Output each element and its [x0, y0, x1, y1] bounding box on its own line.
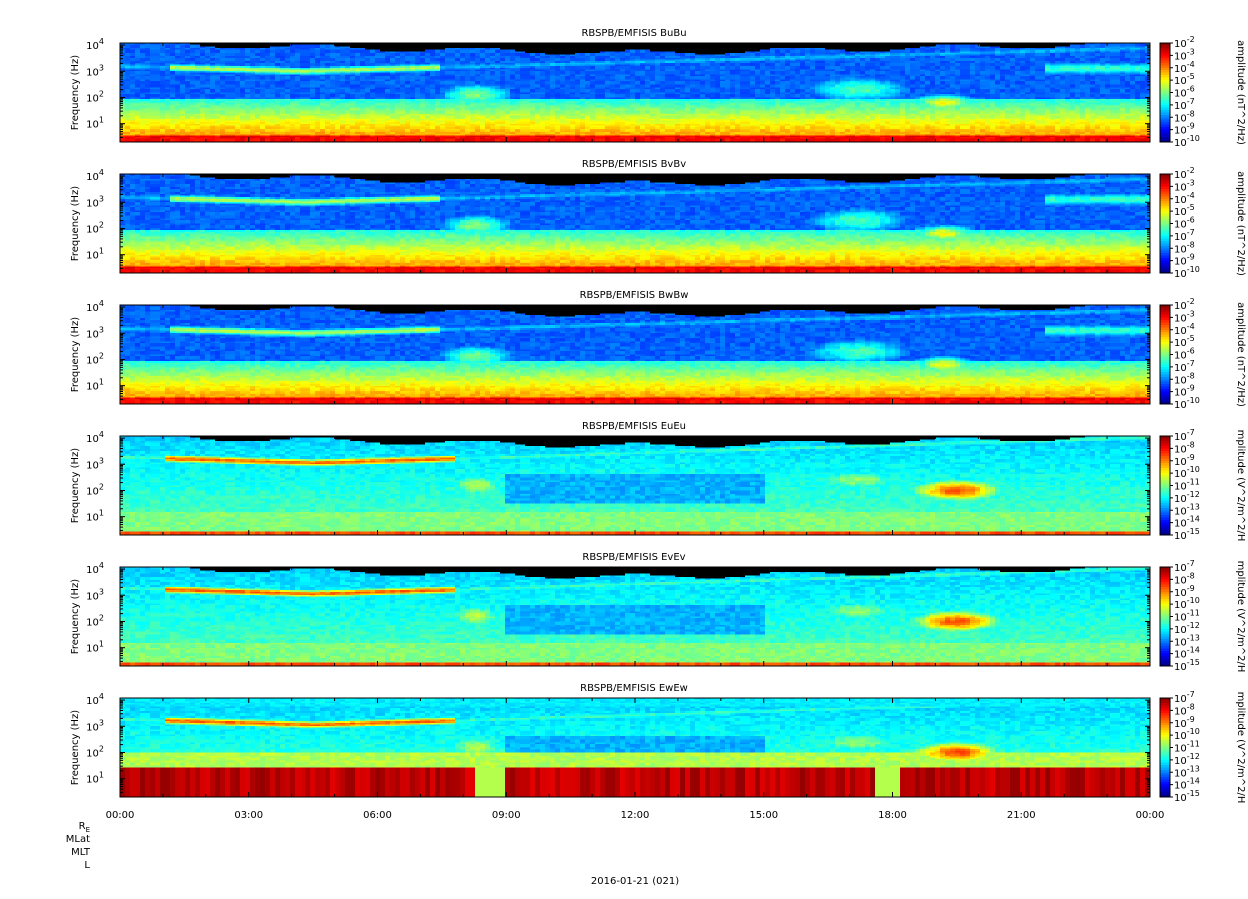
- y-tick-label: 101: [86, 509, 104, 524]
- heatmap-cells: [120, 43, 1151, 143]
- colorbar: [1160, 305, 1170, 405]
- colorbar: [1160, 567, 1170, 667]
- date-label: 2016-01-21 (021): [591, 876, 679, 887]
- x-axis: 00:00 03:00 06:00 09:00 12:00 15:00 18:00 21:00…: [106, 810, 1165, 821]
- y-tick-label: 103: [86, 63, 104, 78]
- y-tick-label: 101: [86, 771, 104, 786]
- ephemeris-label: RE: [79, 821, 90, 834]
- colorbar-label: mplitude (V^2/m^2/H: [1235, 430, 1246, 542]
- y-tick-label: 102: [86, 220, 104, 235]
- x-tick-label: 21:00: [1007, 810, 1036, 821]
- ephemeris-label: MLat: [66, 834, 90, 845]
- panel-3: RBSPB/EMFISIS BwBw Frequency (Hz) 101 102 10…: [70, 290, 1246, 411]
- panel-1: RBSPB/EMFISIS BuBu Frequency (Hz) 101 102 10…: [70, 28, 1246, 149]
- y-axis-label: Frequency (Hz): [70, 448, 81, 524]
- panels-group: RBSPB/EMFISIS BuBu Frequency (Hz) 101 102 10…: [70, 28, 1246, 804]
- y-tick-label: 104: [86, 37, 104, 52]
- ephemeris-label: MLT: [71, 847, 91, 858]
- panel-title: RBSPB/EMFISIS EuEu: [582, 421, 686, 432]
- y-tick-label: 103: [86, 325, 104, 340]
- y-tick-label: 101: [86, 378, 104, 393]
- y-tick-label: 103: [86, 194, 104, 209]
- heatmap-cells: [120, 174, 1151, 274]
- colorbar-label: amplitude (nT^2/Hz): [1235, 302, 1246, 407]
- panel-5: RBSPB/EMFISIS EvEv Frequency (Hz) 101 102 10…: [70, 552, 1246, 673]
- y-tick-label: 101: [86, 640, 104, 655]
- x-tick-label: 09:00: [492, 810, 521, 821]
- colorbar-label: amplitude (nT^2/Hz): [1235, 40, 1246, 145]
- x-tick-label: 12:00: [621, 810, 650, 821]
- panel-title: RBSPB/EMFISIS BvBv: [582, 159, 686, 170]
- y-tick-label: 101: [86, 247, 104, 262]
- heatmap-cells: [120, 436, 1151, 536]
- heatmap-cells: [120, 698, 1151, 798]
- panel-4: RBSPB/EMFISIS EuEu Frequency (Hz) 101 102 10…: [70, 421, 1246, 542]
- panel-6: RBSPB/EMFISIS EwEw Frequency (Hz) 101 102 10…: [70, 683, 1246, 804]
- y-tick-label: 103: [86, 587, 104, 602]
- panel-title: RBSPB/EMFISIS BuBu: [581, 28, 686, 39]
- panel-2: RBSPB/EMFISIS BvBv Frequency (Hz) 101 102 10…: [70, 159, 1246, 280]
- colorbar: [1160, 698, 1170, 798]
- x-tick-label: 00:00: [1136, 810, 1165, 821]
- y-tick-label: 104: [86, 561, 104, 576]
- x-tick-label: 15:00: [749, 810, 778, 821]
- heatmap-cells: [120, 567, 1151, 667]
- colorbar-label: mplitude (V^2/m^2/H: [1235, 561, 1246, 673]
- y-axis-label: Frequency (Hz): [70, 317, 81, 393]
- y-axis-label: Frequency (Hz): [70, 579, 81, 655]
- colorbar-label: amplitude (nT^2/Hz): [1235, 171, 1246, 276]
- x-tick-label: 06:00: [363, 810, 392, 821]
- x-tick-label: 18:00: [878, 810, 907, 821]
- heatmap-cells: [120, 305, 1151, 405]
- x-tick-label: 03:00: [234, 810, 263, 821]
- y-axis-label: Frequency (Hz): [70, 186, 81, 262]
- y-tick-label: 103: [86, 456, 104, 471]
- y-axis-label: Frequency (Hz): [70, 55, 81, 131]
- y-tick-label: 102: [86, 351, 104, 366]
- y-tick-label: 102: [86, 744, 104, 759]
- x-tick-label: 00:00: [106, 810, 135, 821]
- colorbar: [1160, 43, 1170, 143]
- y-axis-label: Frequency (Hz): [70, 710, 81, 786]
- panel-title: RBSPB/EMFISIS EvEv: [582, 552, 685, 563]
- y-tick-label: 104: [86, 168, 104, 183]
- colorbar: [1160, 174, 1170, 274]
- y-tick-label: 102: [86, 482, 104, 497]
- y-tick-label: 102: [86, 89, 104, 104]
- y-tick-label: 104: [86, 692, 104, 707]
- ephemeris-label: L: [84, 860, 90, 871]
- panel-title: RBSPB/EMFISIS BwBw: [580, 290, 689, 301]
- y-tick-label: 104: [86, 299, 104, 314]
- colorbar: [1160, 436, 1170, 536]
- y-tick-label: 101: [86, 116, 104, 131]
- y-tick-label: 104: [86, 430, 104, 445]
- colorbar-label: mplitude (V^2/m^2/H: [1235, 692, 1246, 804]
- y-tick-label: 103: [86, 718, 104, 733]
- y-tick-label: 102: [86, 613, 104, 628]
- panel-title: RBSPB/EMFISIS EwEw: [580, 683, 688, 694]
